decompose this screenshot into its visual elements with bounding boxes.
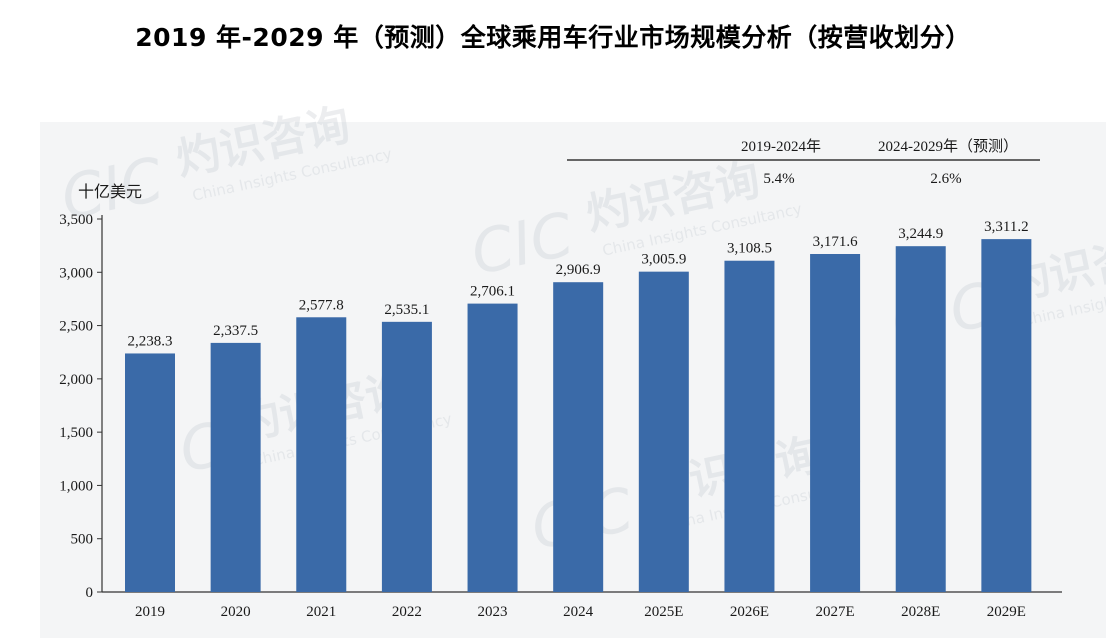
y-tick-label: 0 — [86, 585, 94, 601]
bars — [125, 239, 1032, 593]
y-tick-label: 1,500 — [59, 425, 93, 441]
bar-value-label: 2,337.5 — [213, 323, 258, 339]
x-tick-label: 2022 — [392, 604, 422, 620]
x-tick-label: 2024 — [563, 604, 594, 620]
bar — [125, 353, 175, 592]
cagr-rate: 5.4% — [763, 171, 794, 187]
bar — [895, 246, 946, 592]
y-axis-label: 十亿美元 — [78, 182, 142, 201]
bar — [638, 271, 689, 592]
y-tick-label: 1,000 — [59, 478, 93, 494]
bar-value-label: 3,108.5 — [727, 241, 772, 257]
labels: 2,238.3 2019 2,337.5 2020 2,577.8 2021 2,535.1… — [128, 219, 1029, 620]
cagr-rate: 2.6% — [930, 171, 961, 187]
x-tick-label: 2026E — [730, 604, 769, 620]
y-tick-label: 500 — [71, 532, 94, 548]
bar-value-label: 2,535.1 — [384, 302, 429, 318]
bar — [467, 303, 518, 592]
bar-value-label: 3,005.9 — [641, 252, 686, 268]
bar — [724, 260, 775, 592]
y-tick-label: 3,000 — [59, 265, 93, 281]
bar — [210, 342, 261, 592]
axes: 0 500 1,000 1,500 2,000 2,500 3,000 3,500 十亿美元 — [59, 182, 1062, 601]
bar-value-label: 3,311.2 — [984, 219, 1028, 235]
bar-value-label: 2,906.9 — [556, 262, 601, 278]
y-tick-label: 2,000 — [59, 372, 93, 388]
x-tick-label: 2023 — [478, 604, 508, 620]
x-tick-label: 2021 — [306, 604, 336, 620]
chart-title: 2019 年-2029 年（预测）全球乘用车行业市场规模分析（按营收划分） — [135, 23, 971, 52]
cagr-period: 2024-2029年（预测） — [878, 138, 1018, 155]
cagr-annotation: 2019-2024年 5.4% 2024-2029年（预测） 2.6% — [567, 138, 1040, 187]
x-tick-label: 2027E — [816, 604, 855, 620]
x-tick-label: 2029E — [987, 604, 1026, 620]
y-tick-label: 2,500 — [59, 319, 93, 335]
cagr-period: 2019-2024年 — [741, 138, 821, 155]
bar-value-label: 3,244.9 — [898, 226, 943, 242]
x-tick-label: 2019 — [135, 604, 165, 620]
bar — [981, 239, 1032, 593]
bar-value-label: 2,706.1 — [470, 284, 515, 300]
x-tick-label: 2028E — [901, 604, 940, 620]
x-tick-label: 2020 — [221, 604, 251, 620]
bar-value-label: 3,171.6 — [813, 234, 859, 250]
bar — [381, 321, 432, 592]
bar-value-label: 2,238.3 — [128, 333, 173, 349]
y-tick-label: 3,500 — [59, 212, 93, 228]
bar — [553, 282, 604, 592]
bar — [810, 253, 861, 593]
x-tick-label: 2025E — [644, 604, 683, 620]
bar-value-label: 2,577.8 — [299, 297, 344, 313]
bar — [296, 317, 347, 592]
